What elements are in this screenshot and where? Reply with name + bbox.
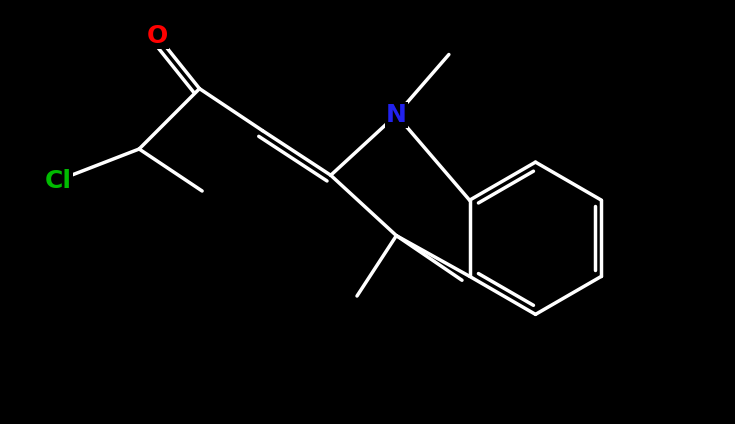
Text: O: O: [147, 24, 168, 48]
Text: N: N: [386, 103, 406, 127]
Text: Cl: Cl: [44, 168, 71, 192]
